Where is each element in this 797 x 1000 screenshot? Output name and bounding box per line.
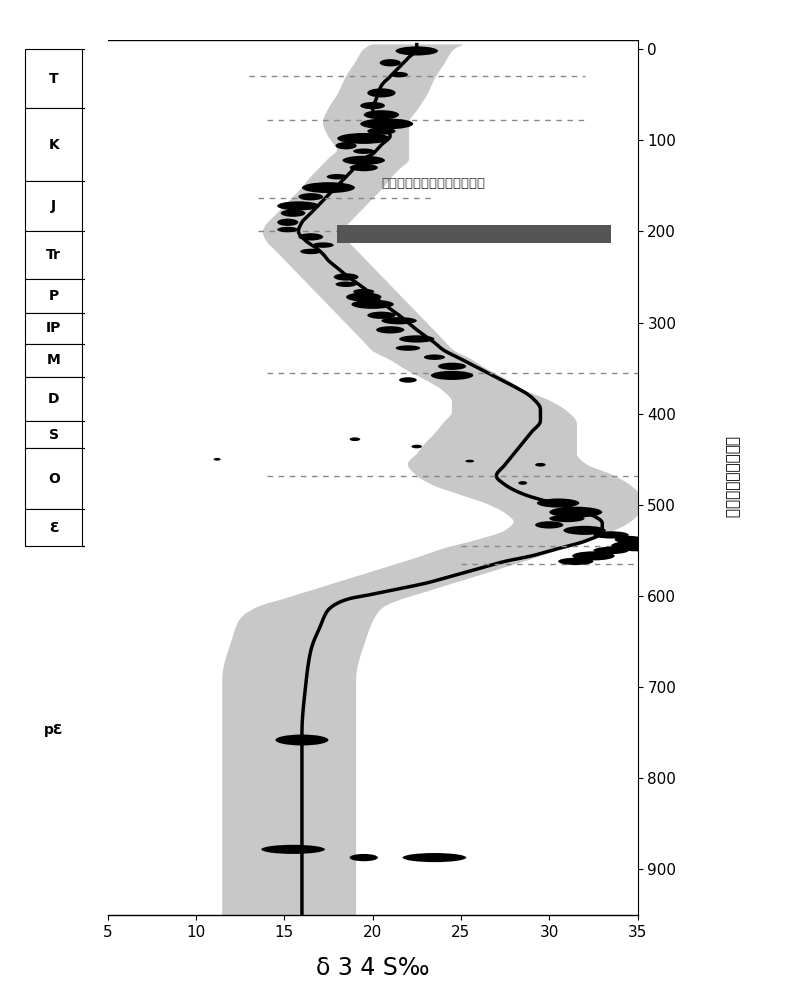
Ellipse shape <box>391 72 408 77</box>
Ellipse shape <box>350 164 378 171</box>
Bar <box>26 509 82 546</box>
Text: P: P <box>49 289 59 303</box>
Ellipse shape <box>353 289 375 294</box>
Ellipse shape <box>298 193 323 200</box>
Text: J: J <box>51 199 57 213</box>
Text: T: T <box>49 72 59 86</box>
Ellipse shape <box>379 59 401 66</box>
Text: S: S <box>49 428 59 442</box>
Ellipse shape <box>350 854 378 861</box>
Ellipse shape <box>395 46 438 55</box>
Ellipse shape <box>549 507 603 518</box>
Text: 三叠纪四川盆地石膏硫同位素: 三叠纪四川盆地石膏硫同位素 <box>382 177 485 190</box>
Ellipse shape <box>300 249 321 254</box>
Bar <box>26 448 82 509</box>
Bar <box>26 181 82 231</box>
Ellipse shape <box>360 118 413 129</box>
Bar <box>337 225 611 243</box>
Text: K: K <box>49 138 59 152</box>
Ellipse shape <box>346 292 382 302</box>
Ellipse shape <box>281 210 305 217</box>
Ellipse shape <box>367 127 395 135</box>
Text: M: M <box>47 353 61 367</box>
Bar <box>26 108 82 181</box>
Ellipse shape <box>402 853 466 862</box>
Ellipse shape <box>424 354 445 360</box>
Bar <box>26 344 82 377</box>
X-axis label: δ 3 4 S‰: δ 3 4 S‰ <box>316 956 430 980</box>
Bar <box>26 231 82 279</box>
Ellipse shape <box>399 335 434 343</box>
Ellipse shape <box>351 300 394 309</box>
Ellipse shape <box>572 551 614 560</box>
Ellipse shape <box>399 377 417 383</box>
Ellipse shape <box>350 437 360 441</box>
Ellipse shape <box>376 326 404 333</box>
Text: O: O <box>48 472 60 486</box>
Ellipse shape <box>312 242 334 248</box>
Ellipse shape <box>367 88 395 97</box>
Ellipse shape <box>537 498 579 508</box>
Ellipse shape <box>465 460 474 462</box>
Ellipse shape <box>431 371 473 380</box>
Ellipse shape <box>563 526 606 535</box>
Ellipse shape <box>343 156 385 165</box>
Ellipse shape <box>302 182 355 193</box>
Ellipse shape <box>336 142 357 149</box>
Text: pƐ: pƐ <box>44 723 64 737</box>
Ellipse shape <box>367 312 395 319</box>
Ellipse shape <box>558 558 594 565</box>
Ellipse shape <box>535 521 563 529</box>
Ellipse shape <box>535 463 546 467</box>
Ellipse shape <box>594 547 629 554</box>
Text: IP: IP <box>46 321 61 335</box>
Ellipse shape <box>261 845 325 854</box>
Ellipse shape <box>277 219 298 226</box>
Ellipse shape <box>382 317 417 324</box>
Ellipse shape <box>327 174 347 179</box>
Ellipse shape <box>594 531 629 539</box>
Y-axis label: 地质时代（百万年）: 地质时代（百万年） <box>724 436 739 519</box>
Ellipse shape <box>336 282 357 287</box>
Text: Ɛ: Ɛ <box>49 521 59 535</box>
Ellipse shape <box>438 363 466 370</box>
Ellipse shape <box>614 536 643 543</box>
Ellipse shape <box>363 110 399 119</box>
Ellipse shape <box>360 102 385 109</box>
Ellipse shape <box>611 540 664 551</box>
Bar <box>26 279 82 313</box>
Bar <box>26 377 82 421</box>
Ellipse shape <box>214 458 221 461</box>
Ellipse shape <box>276 735 328 745</box>
Text: D: D <box>48 392 60 406</box>
Bar <box>26 313 82 344</box>
Ellipse shape <box>277 227 298 232</box>
Ellipse shape <box>518 481 527 485</box>
Ellipse shape <box>549 515 584 522</box>
Ellipse shape <box>337 133 391 144</box>
Text: Tr: Tr <box>46 248 61 262</box>
Ellipse shape <box>334 273 359 281</box>
Bar <box>26 421 82 448</box>
Ellipse shape <box>298 233 323 241</box>
Ellipse shape <box>395 345 420 351</box>
Ellipse shape <box>353 148 375 154</box>
Ellipse shape <box>277 201 320 210</box>
Bar <box>26 49 82 108</box>
Ellipse shape <box>411 445 422 448</box>
